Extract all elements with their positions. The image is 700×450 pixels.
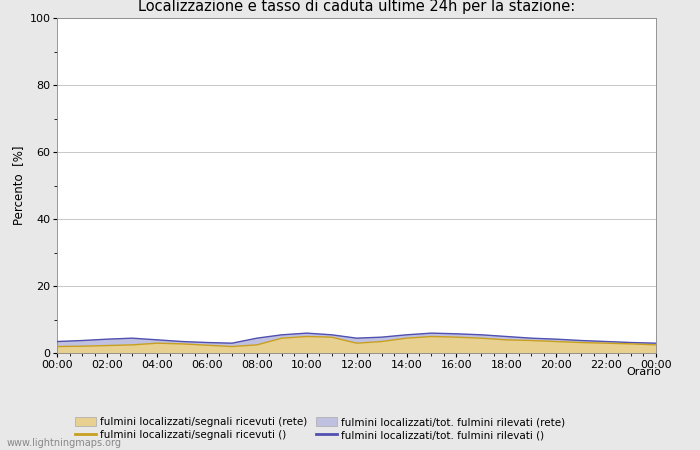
Title: Localizzazione e tasso di caduta ultime 24h per la stazione:: Localizzazione e tasso di caduta ultime … (138, 0, 575, 14)
Text: Orario: Orario (626, 367, 662, 377)
Legend: fulmini localizzati/segnali ricevuti (rete), fulmini localizzati/segnali ricevut: fulmini localizzati/segnali ricevuti (re… (75, 417, 565, 440)
Y-axis label: Percento  [%]: Percento [%] (13, 146, 25, 225)
Text: www.lightningmaps.org: www.lightningmaps.org (7, 438, 122, 448)
